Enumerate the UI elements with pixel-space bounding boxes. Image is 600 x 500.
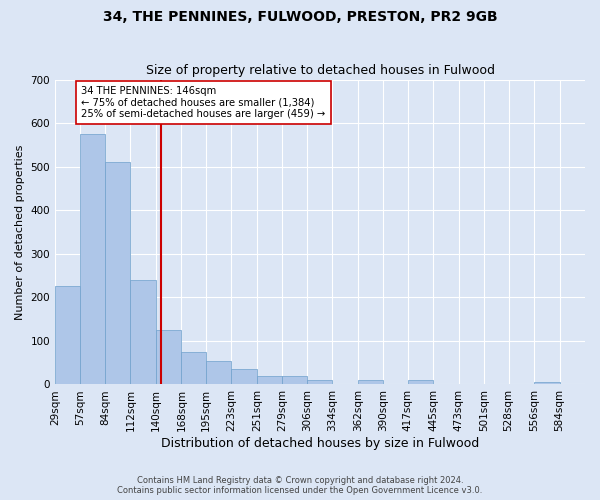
Bar xyxy=(156,330,181,384)
Text: Contains HM Land Registry data © Crown copyright and database right 2024.
Contai: Contains HM Land Registry data © Crown c… xyxy=(118,476,482,495)
X-axis label: Distribution of detached houses by size in Fulwood: Distribution of detached houses by size … xyxy=(161,437,479,450)
Bar xyxy=(358,380,383,384)
Y-axis label: Number of detached properties: Number of detached properties xyxy=(15,144,25,320)
Bar xyxy=(408,380,433,384)
Title: Size of property relative to detached houses in Fulwood: Size of property relative to detached ho… xyxy=(146,64,494,77)
Bar xyxy=(307,380,332,384)
Bar xyxy=(105,162,130,384)
Bar xyxy=(282,376,307,384)
Bar xyxy=(206,360,232,384)
Text: 34, THE PENNINES, FULWOOD, PRESTON, PR2 9GB: 34, THE PENNINES, FULWOOD, PRESTON, PR2 … xyxy=(103,10,497,24)
Bar xyxy=(534,382,560,384)
Bar xyxy=(181,352,206,384)
Bar xyxy=(55,286,80,384)
Text: 34 THE PENNINES: 146sqm
← 75% of detached houses are smaller (1,384)
25% of semi: 34 THE PENNINES: 146sqm ← 75% of detache… xyxy=(82,86,326,120)
Bar xyxy=(257,376,282,384)
Bar xyxy=(232,369,257,384)
Bar xyxy=(130,280,156,384)
Bar xyxy=(80,134,105,384)
